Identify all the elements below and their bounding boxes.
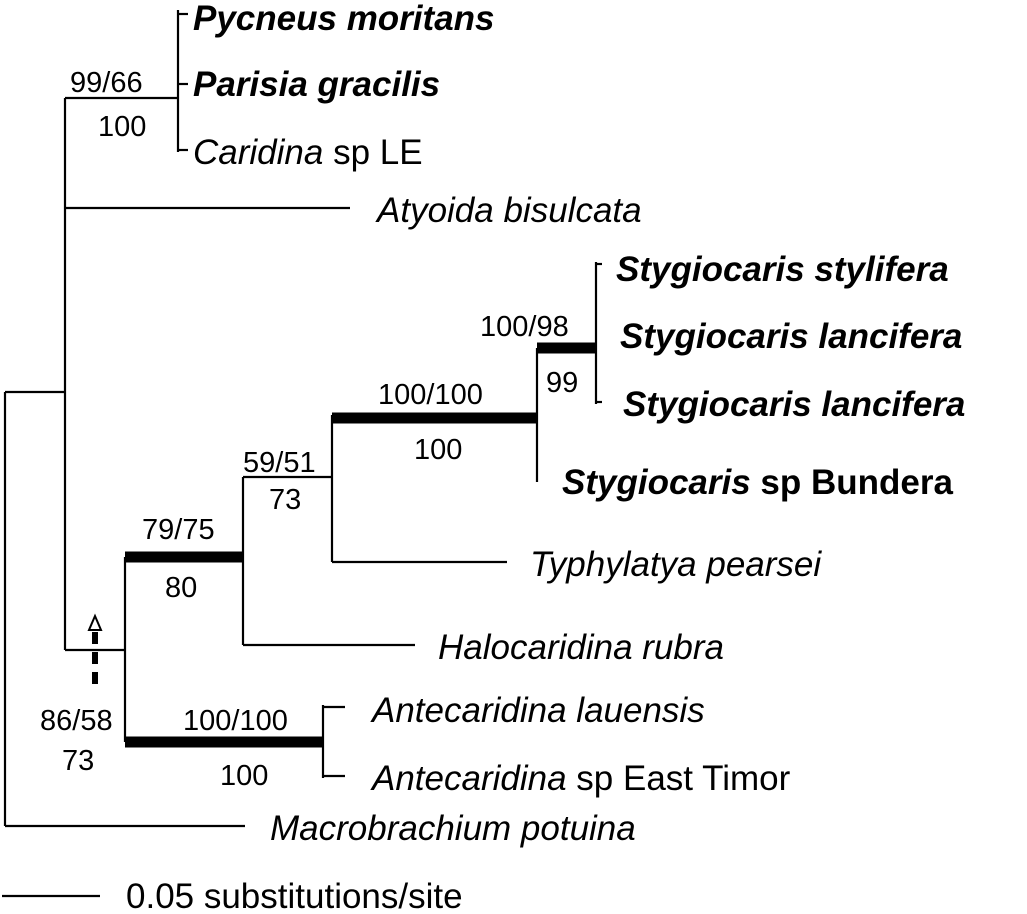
support-typhlatya-top: 59/51	[243, 447, 316, 479]
support-anchialine-top: 86/58	[40, 705, 113, 737]
arrowhead-icon	[87, 613, 103, 631]
taxon-macrobrachium: Macrobrachium potuina	[270, 809, 636, 848]
support-halocaridina-bottom: 80	[165, 572, 197, 604]
tree-branches	[3, 10, 602, 828]
taxon-atyoida: Atyoida bisulcata	[375, 191, 642, 230]
support-anchialine-bottom: 73	[62, 745, 94, 777]
support-halocaridina-top: 79/75	[142, 514, 215, 546]
taxon-ant-lauensis: Antecaridina lauensis	[370, 691, 705, 730]
scale-bar: 0.05 substitutions/site	[2, 877, 463, 914]
taxon-labels: Pycneus moritans Parisia gracilis Caridi…	[193, 0, 965, 848]
taxon-lancifera-2: Stygiocaris lancifera	[623, 385, 965, 424]
support-stygio-top: 100/100	[378, 379, 483, 411]
support-stygio-bottom: 100	[414, 434, 462, 466]
taxon-lancifera-1: Stygiocaris lancifera	[620, 317, 962, 356]
taxon-pycneus: Pycneus moritans	[193, 0, 495, 38]
taxon-parisia: Parisia gracilis	[193, 65, 440, 104]
scale-bar-label: 0.05 substitutions/site	[126, 877, 463, 914]
support-caridina-bottom: 100	[98, 111, 146, 143]
taxon-halocaridina: Halocaridina rubra	[438, 628, 724, 667]
support-values: 99/66 100 100/98 99 100/100 100 59/51 73…	[40, 67, 578, 792]
taxon-typhlatya: Typhylatya pearsei	[530, 545, 822, 584]
support-stygio-inner-bottom: 99	[546, 367, 578, 399]
taxon-ant-easttimor: Antecaridina sp East Timor	[370, 759, 791, 798]
taxon-bundera: Stygiocaris sp Bundera	[562, 463, 953, 502]
taxon-caridina: Caridina sp LE	[193, 133, 423, 172]
taxon-stylifera: Stygiocaris stylifera	[616, 250, 949, 289]
support-caridina-top: 99/66	[70, 67, 143, 99]
support-stygio-inner-top: 100/98	[480, 311, 569, 343]
support-antecaridina-bottom: 100	[220, 760, 268, 792]
support-typhlatya-bottom: 73	[269, 484, 301, 516]
support-antecaridina-top: 100/100	[183, 705, 288, 737]
